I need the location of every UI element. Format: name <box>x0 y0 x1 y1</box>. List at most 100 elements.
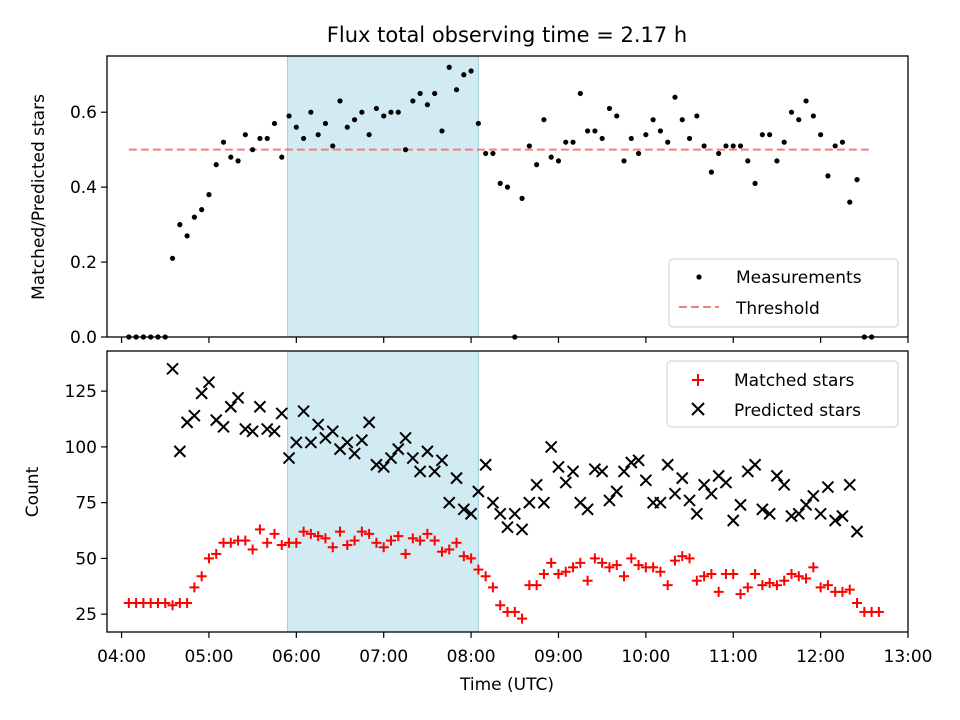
measurement-point <box>410 98 416 104</box>
measurement-point <box>548 154 554 160</box>
predicted-stars-point <box>501 520 514 534</box>
measurement-point <box>497 180 503 186</box>
matched-stars-point <box>801 573 812 584</box>
predicted-stars-point <box>683 494 696 507</box>
matched-stars-point <box>582 575 593 586</box>
matched-stars-point <box>808 562 819 573</box>
measurement-point <box>541 117 547 123</box>
measurement-point <box>672 94 678 100</box>
matched-stars-point <box>203 553 214 564</box>
ratio-y-tick-label: 0.6 <box>70 103 97 123</box>
predicted-stars-point <box>639 474 653 487</box>
predicted-stars-point <box>828 514 842 527</box>
measurement-point <box>832 143 838 149</box>
predicted-stars-point <box>370 458 383 471</box>
matched-stars-point <box>429 535 440 546</box>
measurement-point <box>643 132 649 138</box>
predicted-stars-point <box>676 471 689 485</box>
predicted-stars-point <box>588 462 602 476</box>
matched-stars-point <box>269 528 280 539</box>
measurement-point <box>453 87 460 93</box>
matched-stars-point <box>626 553 637 564</box>
matched-stars-point <box>254 524 265 535</box>
ratio-y-tick-label: 0.4 <box>70 178 97 198</box>
matched-stars-point <box>415 535 426 546</box>
matched-stars-point <box>771 580 782 591</box>
measurement-point <box>847 199 853 205</box>
ratio-shaded-interval <box>287 55 479 338</box>
measurement-point <box>475 120 481 127</box>
measurement-point <box>191 214 197 220</box>
matched-stars-point <box>371 537 382 548</box>
measurement-point <box>417 90 423 97</box>
measurement-point <box>213 162 219 168</box>
measurement-point <box>716 150 722 157</box>
predicted-stars-point <box>260 422 274 436</box>
x-axis-label: Time (UTC) <box>459 675 554 695</box>
matched-stars-point <box>779 575 790 586</box>
count-legend: Matched stars Predicted stars <box>666 360 899 428</box>
matched-stars-point <box>385 535 396 546</box>
predicted-stars-point <box>231 391 245 405</box>
predicted-stars-point <box>202 376 216 389</box>
matched-stars-point <box>313 531 324 542</box>
predicted-stars-point <box>326 425 339 438</box>
matched-stars-point <box>422 528 433 539</box>
measurement-point <box>322 120 329 127</box>
x-tick-label: 04:00 <box>97 647 146 667</box>
predicted-stars-point <box>632 454 645 467</box>
measurement-point <box>526 143 532 149</box>
x-tick-label: 11:00 <box>709 647 758 667</box>
matched-stars-point <box>735 589 746 600</box>
matched-stars-point <box>349 535 360 546</box>
predicted-stars-point <box>494 507 507 521</box>
matched-stars-point <box>589 553 600 564</box>
ratio-y-tick-label: 0.0 <box>70 328 97 348</box>
predicted-stars-point <box>843 478 856 492</box>
matched-stars-point <box>196 571 207 582</box>
matched-stars-point <box>691 575 702 586</box>
matched-legend-marker <box>692 374 704 386</box>
matched-stars-point <box>597 557 608 568</box>
measurement-point <box>803 98 809 104</box>
x-tick-label: 08:00 <box>447 647 496 667</box>
measurement-point <box>854 177 860 183</box>
measurement-point <box>563 139 569 145</box>
matched-stars-point <box>546 557 557 568</box>
measurement-point <box>694 113 700 119</box>
predicted-stars-point <box>748 458 762 471</box>
measurement-point <box>381 113 387 119</box>
measurement-point <box>570 139 576 145</box>
predicted-stars-point <box>799 498 813 512</box>
measurement-point <box>271 120 278 127</box>
measurement-point <box>337 98 343 104</box>
measurement-point <box>359 109 365 115</box>
measurement-point <box>701 143 707 149</box>
predicted-stars-point <box>428 465 441 478</box>
matched-stars-point <box>509 606 520 617</box>
matched-stars-point <box>873 606 884 617</box>
matched-stars-point <box>182 598 193 609</box>
measurement-point <box>555 158 562 164</box>
predicted-stars-point <box>661 458 674 471</box>
matched-stars-point <box>378 542 389 553</box>
matched-stars-point <box>364 528 375 539</box>
matched-stars-point <box>699 571 710 582</box>
predicted-stars-point <box>544 440 558 454</box>
matched-stars-point <box>189 582 200 593</box>
predicted-stars-point <box>413 465 427 478</box>
predicted-stars-point <box>239 422 252 436</box>
matched-stars-point <box>713 586 724 597</box>
predicted-stars-point <box>654 496 667 509</box>
ratio-plot-frame <box>106 55 909 338</box>
measurement-point <box>825 173 831 179</box>
x-tick-label: 07:00 <box>359 647 408 667</box>
measurement-point <box>228 154 234 160</box>
measurement-point <box>169 255 176 261</box>
matched-stars-point <box>342 540 353 551</box>
measurement-point <box>351 117 358 123</box>
matched-legend-label: Matched stars <box>734 371 854 391</box>
measurement-point <box>810 113 816 119</box>
count-y-axis-label: Count <box>23 466 43 517</box>
predicted-stars-point <box>217 420 230 434</box>
